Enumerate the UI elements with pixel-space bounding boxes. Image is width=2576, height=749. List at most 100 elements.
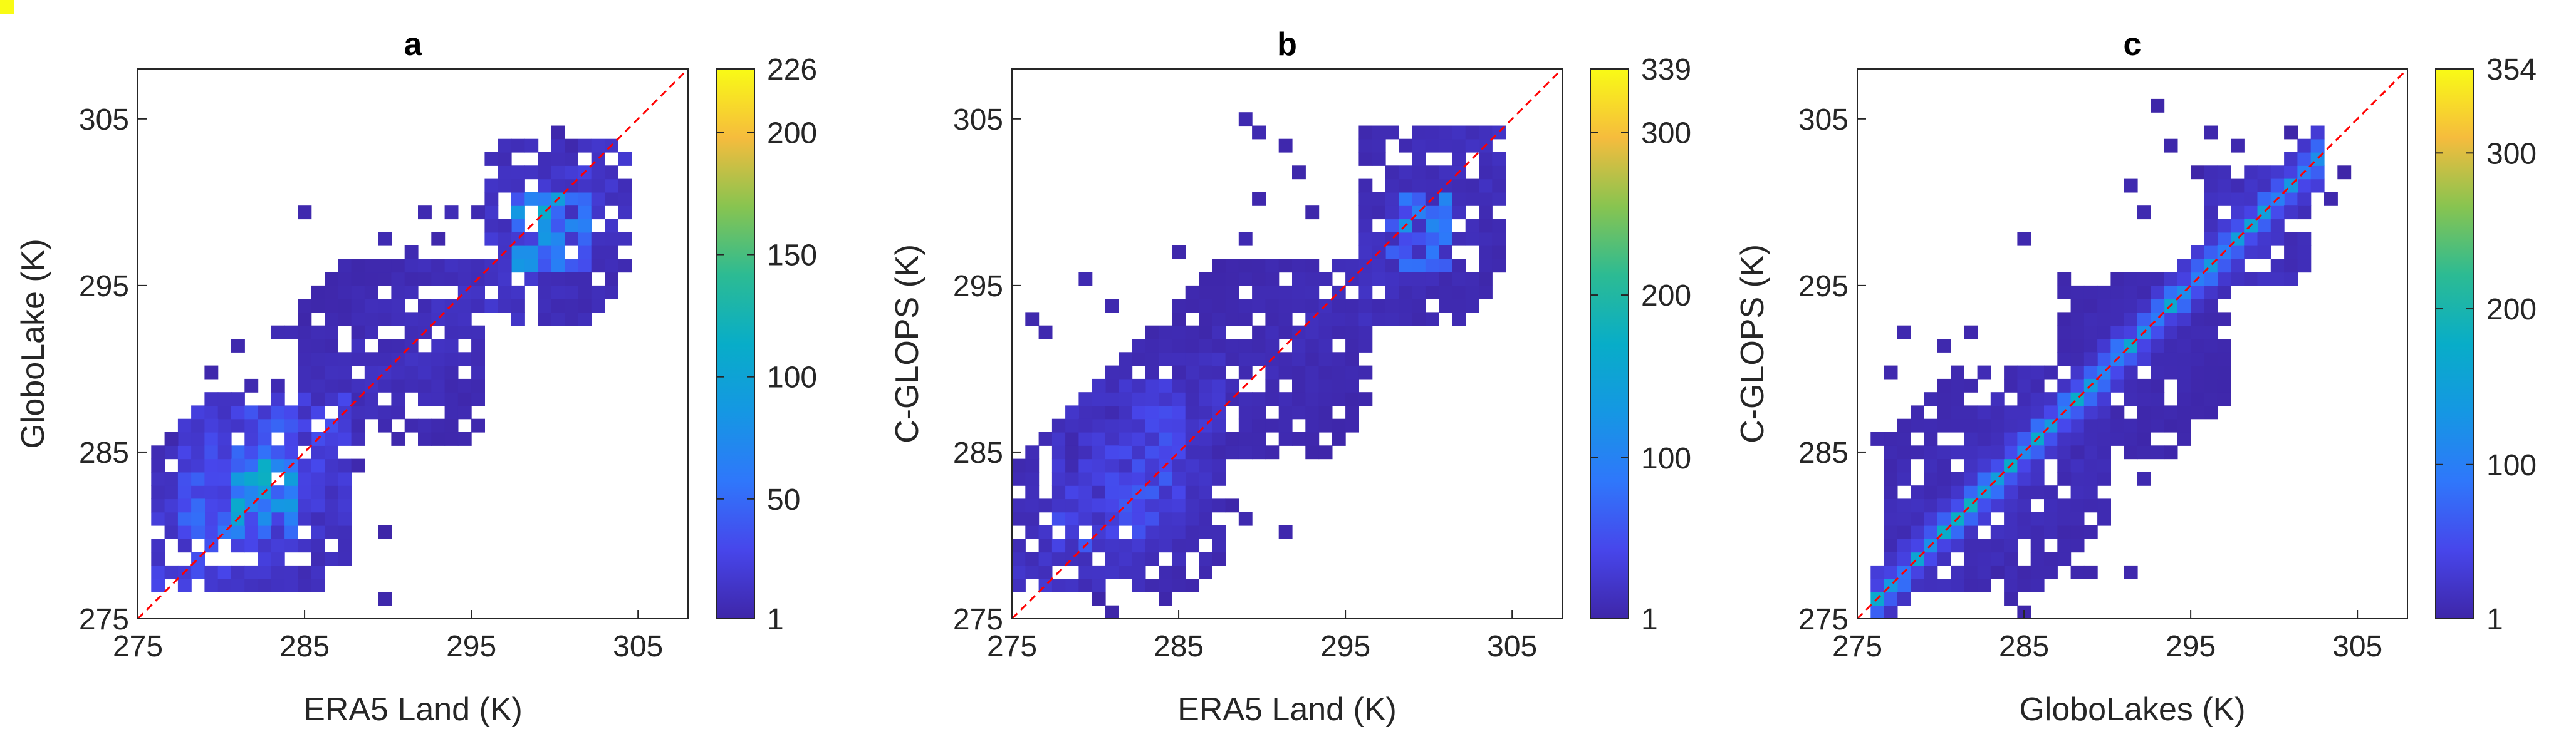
heatmap-cell	[1278, 392, 1293, 406]
heatmap-cell	[378, 312, 392, 326]
heatmap-cell	[1425, 125, 1439, 140]
heatmap-cell	[457, 299, 472, 313]
heatmap-cell	[1212, 418, 1226, 433]
panel-c-colorbar-ticks: 1 100 200 300 354	[2436, 53, 2537, 636]
heatmap-cell	[1465, 138, 1479, 153]
heatmap-cell	[1924, 498, 1938, 513]
heatmap-cell	[2217, 219, 2231, 233]
y-tick-label: 275	[953, 603, 1003, 636]
heatmap-cell	[1199, 552, 1212, 566]
heatmap-cell	[1292, 405, 1306, 420]
heatmap-cell	[1305, 285, 1320, 299]
heatmap-cell	[271, 392, 285, 406]
heatmap-cell	[2057, 472, 2072, 486]
heatmap-cell	[1358, 272, 1373, 286]
heatmap-cell	[1897, 592, 1911, 606]
heatmap-cell	[351, 285, 365, 299]
heatmap-cell	[1951, 405, 1964, 420]
heatmap-cell	[2191, 259, 2204, 273]
heatmap-cell	[1252, 418, 1266, 433]
heatmap-cell	[1358, 392, 1373, 406]
panel-a-one-to-one-line	[137, 68, 689, 620]
heatmap-cell	[2217, 285, 2231, 299]
heatmap-cell	[1412, 138, 1426, 153]
heatmap-cell	[2097, 458, 2111, 473]
heatmap-cell	[418, 352, 432, 366]
panel-b-x-axis-label: ERA5 Land (K)	[1177, 691, 1397, 728]
heatmap-cell	[457, 352, 472, 366]
heatmap-cell	[2070, 472, 2085, 486]
heatmap-cell	[1990, 485, 2005, 500]
x-tick-label: 275	[113, 630, 163, 663]
heatmap-cell	[1212, 432, 1226, 446]
heatmap-cell	[1132, 378, 1146, 393]
heatmap-cell	[1199, 432, 1212, 446]
heatmap-cell	[1278, 285, 1293, 299]
heatmap-cell	[1038, 525, 1053, 539]
heatmap-cell	[1425, 232, 1439, 246]
heatmap-cell	[2284, 232, 2298, 246]
heatmap-cell	[1185, 579, 1199, 592]
heatmap-cell	[2057, 498, 2072, 513]
heatmap-cell	[2257, 232, 2271, 246]
heatmap-cell	[217, 445, 232, 460]
heatmap-cell	[1399, 259, 1413, 273]
heatmap-cell	[164, 498, 179, 513]
heatmap-cell	[591, 285, 605, 299]
heatmap-cell	[311, 405, 325, 420]
heatmap-cell	[1425, 312, 1439, 326]
heatmap-cell	[1252, 325, 1266, 339]
heatmap-cell	[351, 458, 365, 473]
heatmap-cell	[1425, 165, 1439, 180]
heatmap-cell	[311, 512, 325, 526]
heatmap-cell	[1172, 245, 1186, 259]
heatmap-cell	[2270, 205, 2285, 220]
heatmap-cell	[1252, 445, 1266, 460]
heatmap-cell	[1465, 285, 1479, 299]
heatmap-cell	[1278, 432, 1293, 446]
x-tick-label: 305	[613, 630, 663, 663]
heatmap-cell	[164, 565, 179, 579]
heatmap-cell	[298, 325, 312, 339]
heatmap-cell	[391, 285, 405, 299]
heatmap-cell	[2070, 352, 2085, 366]
heatmap-cell	[2030, 405, 2045, 420]
panel-c-plot: 275 285 295 305 275 285 295 305	[0, 0, 2409, 663]
heatmap-cell	[1964, 512, 1978, 526]
heatmap-cell	[1078, 485, 1093, 500]
heatmap-cell	[1212, 498, 1226, 513]
heatmap-cell	[244, 579, 259, 592]
heatmap-cell	[1212, 352, 1226, 366]
panel-a-y-axis-label: GloboLake (K)	[15, 239, 51, 448]
heatmap-cell	[551, 312, 565, 326]
heatmap-cell	[325, 458, 338, 473]
heatmap-cell	[1212, 299, 1226, 313]
heatmap-cell	[1172, 552, 1186, 566]
heatmap-cell	[2310, 178, 2325, 193]
heatmap-cell	[1051, 579, 1066, 592]
heatmap-cell	[2004, 498, 2018, 513]
heatmap-cell	[2083, 525, 2098, 539]
heatmap-cell	[2004, 405, 2018, 420]
heatmap-cell	[2177, 378, 2191, 393]
heatmap-cell	[1425, 285, 1439, 299]
heatmap-cell	[231, 485, 245, 500]
heatmap-cell	[1051, 498, 1066, 513]
heatmap-cell	[1145, 512, 1159, 526]
heatmap-cell	[1372, 259, 1386, 273]
heatmap-cell	[2057, 312, 2072, 326]
heatmap-cell	[2044, 485, 2058, 500]
heatmap-cell	[471, 259, 485, 273]
heatmap-cell	[1399, 178, 1413, 193]
heatmap-cell	[1025, 445, 1040, 460]
heatmap-cell	[498, 232, 512, 246]
heatmap-cell	[298, 498, 312, 513]
heatmap-cell	[1145, 485, 1159, 500]
heatmap-cell	[1292, 378, 1306, 393]
heatmap-cell	[338, 378, 352, 393]
heatmap-cell	[204, 512, 219, 526]
heatmap-cell	[204, 485, 219, 500]
heatmap-cell	[1358, 178, 1373, 193]
